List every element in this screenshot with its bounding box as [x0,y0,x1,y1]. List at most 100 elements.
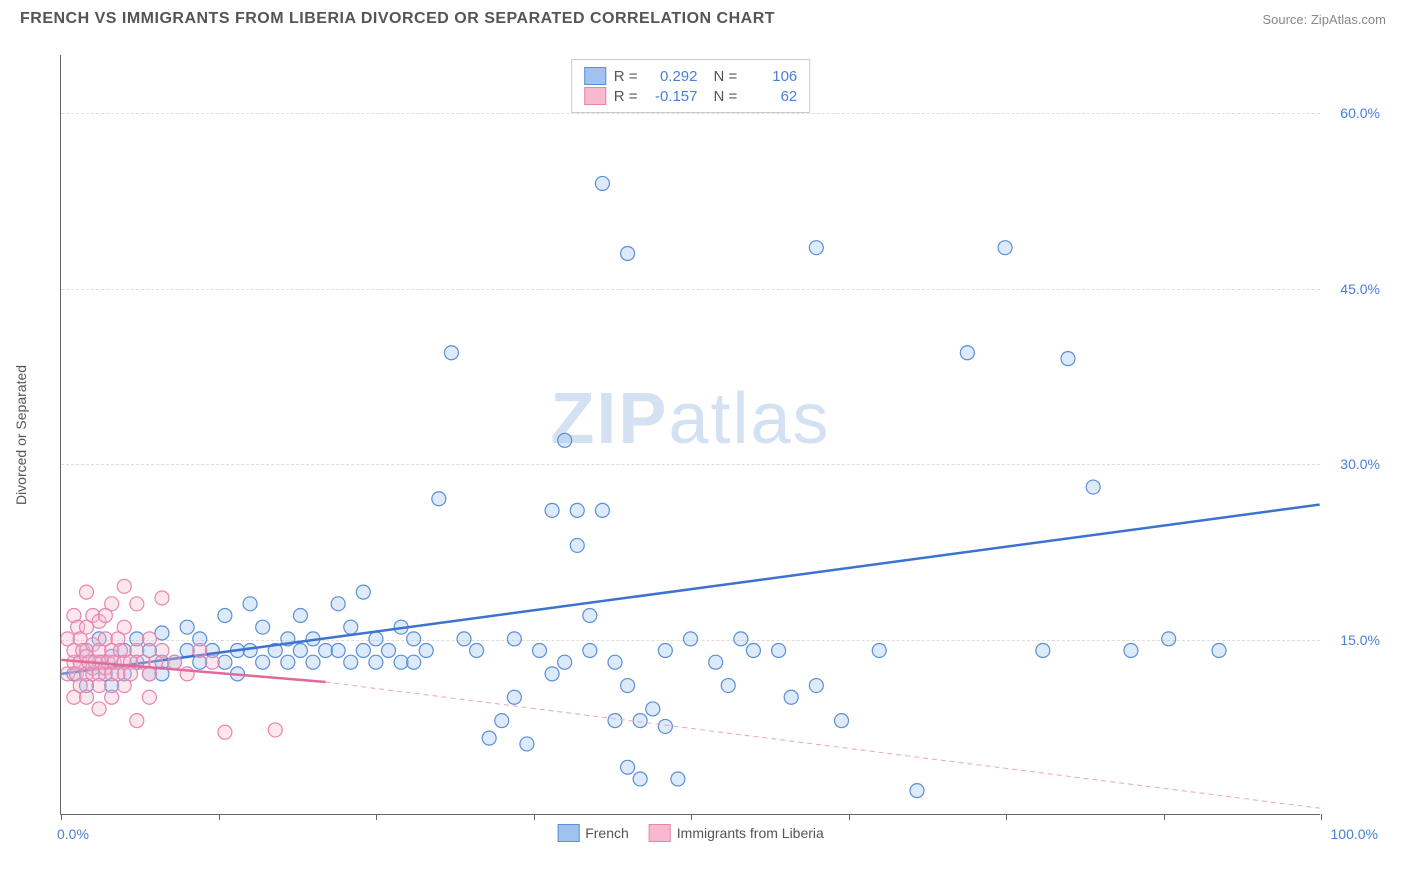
data-point [507,690,521,704]
data-point [1124,644,1138,658]
legend-swatch [584,67,606,85]
data-point [331,644,345,658]
data-point [105,690,119,704]
data-point [92,679,106,693]
data-point [142,690,156,704]
data-point [344,655,358,669]
x-tick [376,814,377,820]
page-title: FRENCH VS IMMIGRANTS FROM LIBERIA DIVORC… [20,10,775,28]
data-point [117,620,131,634]
x-tick [849,814,850,820]
legend-series-item: French [557,824,629,842]
legend-n-value: 106 [745,68,797,85]
data-point [507,632,521,646]
scatter-plot-svg [61,55,1320,814]
data-point [1086,480,1100,494]
data-point [293,609,307,623]
data-point [809,241,823,255]
legend-r-label: R = [614,68,638,85]
data-point [960,346,974,360]
data-point [130,714,144,728]
data-point [608,714,622,728]
data-point [124,667,138,681]
data-point [155,591,169,605]
data-point [646,702,660,716]
data-point [658,644,672,658]
data-point [1212,644,1226,658]
data-point [835,714,849,728]
data-point [394,655,408,669]
source-attribution: Source: ZipAtlas.com [1262,12,1386,27]
legend-stats-row: R =0.292N =106 [584,66,798,86]
data-point [545,667,559,681]
data-point [306,655,320,669]
data-point [621,247,635,261]
data-point [256,620,270,634]
legend-r-label: R = [614,88,638,105]
x-tick [691,814,692,820]
data-point [80,585,94,599]
data-point [155,644,169,658]
legend-swatch [557,824,579,842]
x-axis-end-label: 0.0% [57,826,89,842]
data-point [595,176,609,190]
data-point [268,723,282,737]
data-point [243,644,257,658]
data-point [432,492,446,506]
data-point [998,241,1012,255]
legend-stats: R =0.292N =106R =-0.157N =62 [571,59,811,113]
x-tick [534,814,535,820]
data-point [105,597,119,611]
data-point [721,679,735,693]
source-name: ZipAtlas.com [1311,12,1386,27]
data-point [595,503,609,517]
regression-line-extended [326,682,1320,808]
data-point [218,725,232,739]
data-point [281,655,295,669]
data-point [709,655,723,669]
legend-series-item: Immigrants from Liberia [649,824,824,842]
legend-r-value: -0.157 [646,88,698,105]
data-point [545,503,559,517]
data-point [243,597,257,611]
data-point [356,644,370,658]
data-point [256,655,270,669]
data-point [193,644,207,658]
data-point [520,737,534,751]
data-point [168,655,182,669]
legend-n-label: N = [714,68,738,85]
header: FRENCH VS IMMIGRANTS FROM LIBERIA DIVORC… [0,0,1406,36]
legend-series: French Immigrants from Liberia [557,824,824,842]
data-point [608,655,622,669]
data-point [558,433,572,447]
x-tick [61,814,62,820]
data-point [344,620,358,634]
y-tick-label: 30.0% [1325,456,1380,472]
data-point [180,620,194,634]
y-axis-label: Divorced or Separated [13,364,29,504]
data-point [218,655,232,669]
y-tick-label: 45.0% [1325,281,1380,297]
data-point [658,719,672,733]
data-point [482,731,496,745]
data-point [356,585,370,599]
data-point [746,644,760,658]
chart-container: Divorced or Separated ZIPatlas R =0.292N… [60,55,1380,845]
data-point [910,784,924,798]
data-point [533,644,547,658]
data-point [205,655,219,669]
data-point [558,655,572,669]
data-point [369,632,383,646]
data-point [583,644,597,658]
data-point [633,714,647,728]
data-point [457,632,471,646]
data-point [130,597,144,611]
legend-swatch [649,824,671,842]
legend-series-label: French [585,825,629,841]
data-point [570,538,584,552]
legend-series-label: Immigrants from Liberia [677,825,824,841]
data-point [570,503,584,517]
x-axis-end-label: 100.0% [1331,826,1378,842]
data-point [671,772,685,786]
data-point [117,579,131,593]
